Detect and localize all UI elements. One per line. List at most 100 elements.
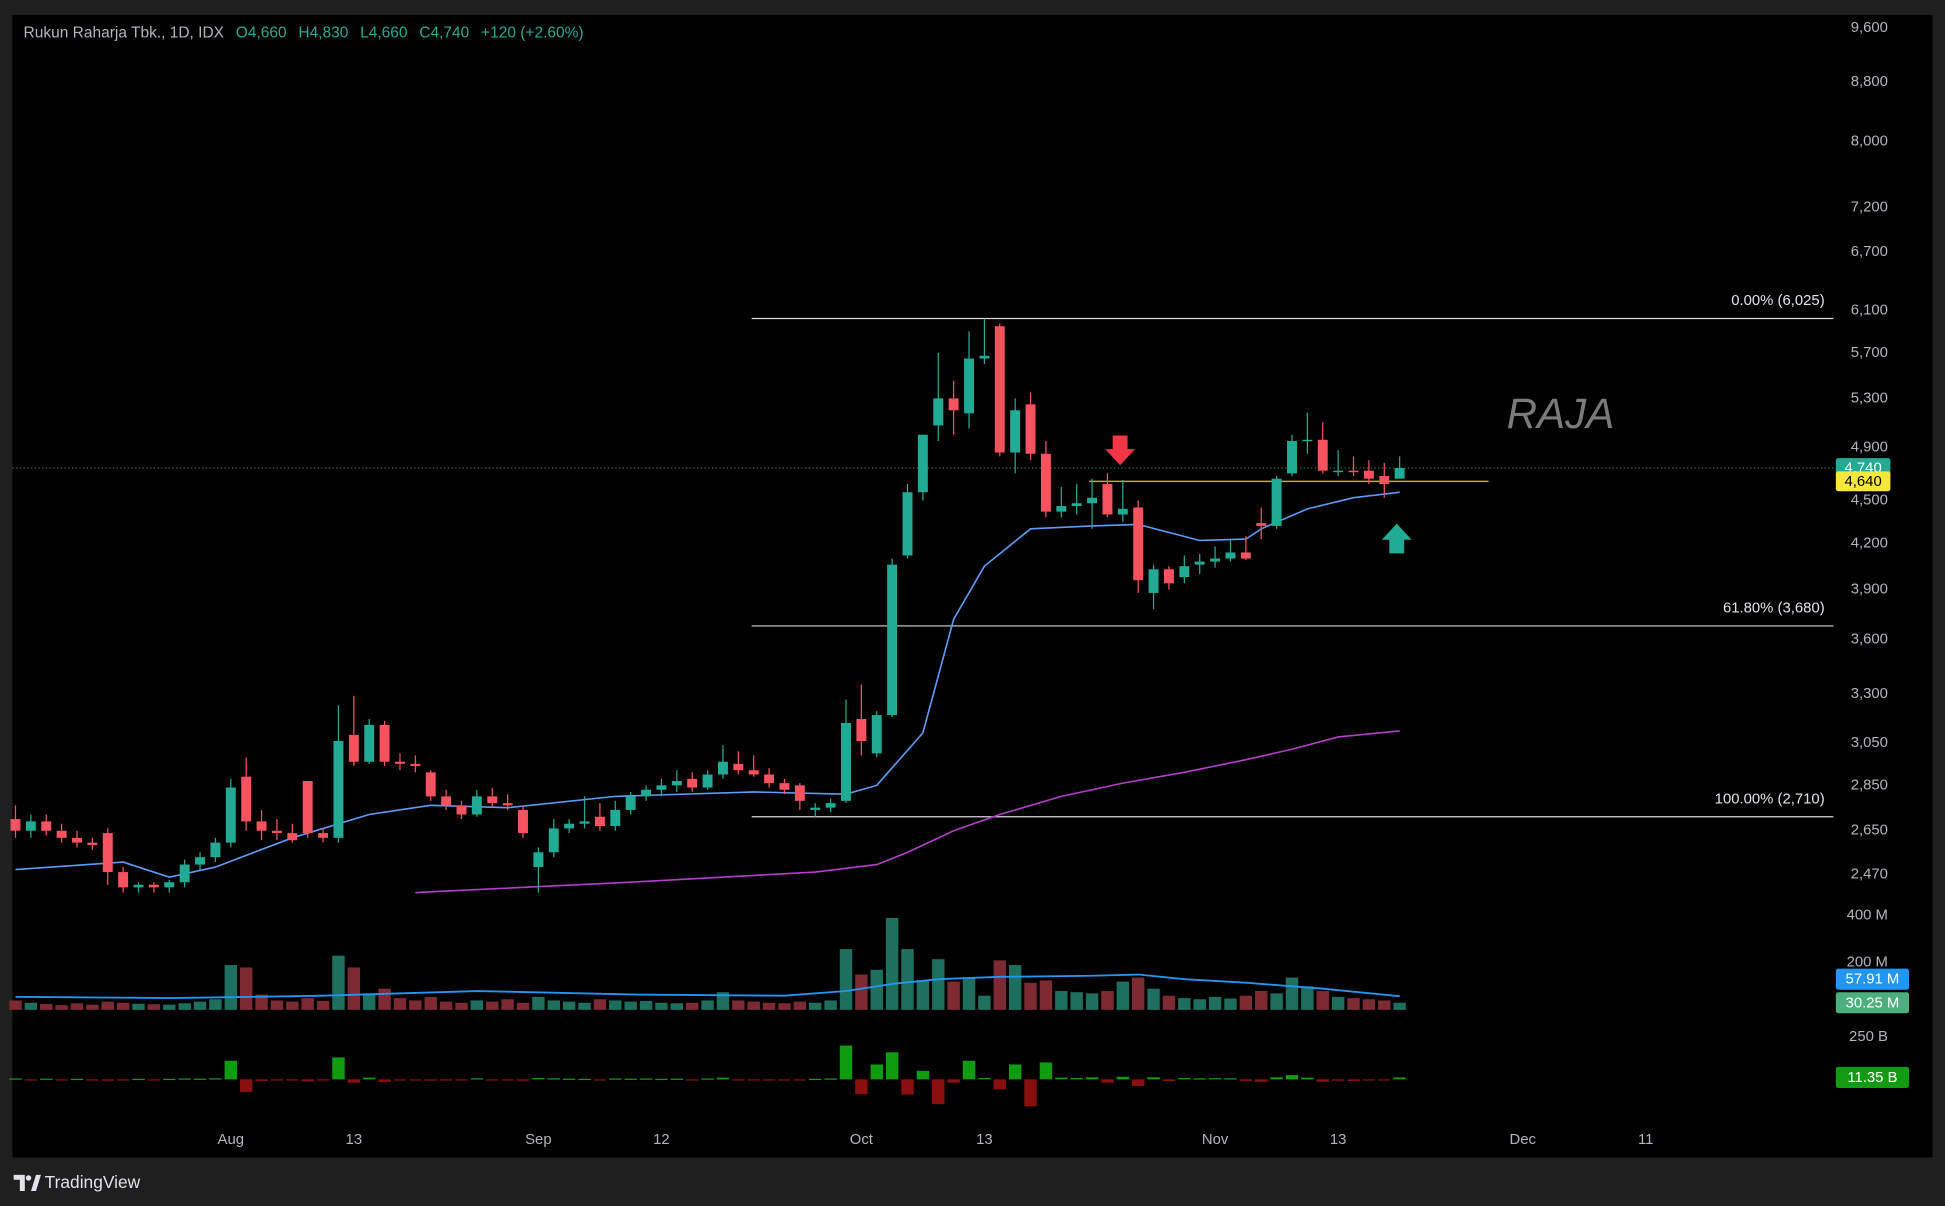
volume-bar [1224, 998, 1237, 1010]
indicator-bar [624, 1078, 637, 1080]
indicator-bar [532, 1077, 545, 1080]
indicator-bar [301, 1079, 314, 1082]
indicator-bar [1347, 1079, 1360, 1082]
candle-body [1040, 453, 1051, 512]
indicator-bar [839, 1045, 853, 1080]
volume-bar [685, 1002, 699, 1010]
indicator-bar [1362, 1079, 1376, 1081]
candle-body [733, 763, 744, 771]
indicator-bar [932, 1079, 945, 1105]
candle-body [195, 857, 205, 865]
volume-bar [1193, 999, 1206, 1010]
volume-tag: 57.91 M [1846, 972, 1900, 988]
volume-bar [116, 1002, 130, 1010]
volume-bar [9, 1000, 22, 1010]
y-tick-label: 8,800 [1851, 74, 1888, 90]
indicator-bar [685, 1079, 699, 1081]
indicator-bar [639, 1078, 653, 1080]
candle-body [225, 787, 236, 843]
volume-bar [1255, 991, 1268, 1010]
volume-bar [932, 959, 945, 1010]
x-tick-label: Sep [525, 1132, 551, 1148]
candle-body [118, 872, 129, 888]
candle-body [1163, 569, 1174, 584]
volume-bar [439, 1001, 453, 1010]
volume-bar [1055, 991, 1068, 1010]
indicator-bar [1008, 1064, 1022, 1080]
indicator-tick-label: 250 B [1849, 1029, 1888, 1045]
candle-body [487, 796, 498, 804]
indicator-bar [885, 1052, 899, 1080]
indicator-bar [393, 1079, 407, 1081]
volume-tag-bg [1835, 968, 1910, 990]
volume-bar [224, 965, 237, 1010]
candle-body [348, 734, 359, 762]
candle-body [948, 398, 959, 411]
indicator-bar [9, 1078, 22, 1080]
indicator-bar [1039, 1062, 1053, 1080]
volume-bar [609, 1000, 622, 1010]
volume-bar [1301, 986, 1314, 1010]
volume-bar [393, 998, 407, 1010]
volume-bar [209, 999, 222, 1010]
y-tick-label: 2,850 [1851, 777, 1888, 793]
candle-body [102, 833, 113, 873]
candle-body [287, 833, 298, 841]
indicator-bar [193, 1078, 207, 1080]
candle-body [395, 761, 405, 764]
candle-body [179, 864, 190, 883]
x-tick-label: 13 [346, 1132, 363, 1148]
volume-bar [793, 1001, 807, 1010]
candle-body [825, 803, 836, 808]
indicator-bar [578, 1078, 591, 1081]
y-tick-label: 9,600 [1851, 20, 1888, 36]
candle-body [518, 809, 528, 834]
candle-body [1117, 508, 1128, 515]
indicator-bar [101, 1079, 114, 1081]
volume-bar [193, 1001, 207, 1010]
indicator-bar [24, 1079, 38, 1081]
indicator-bar [1055, 1077, 1068, 1080]
indicator-bar [332, 1057, 345, 1080]
candle-body [1148, 569, 1159, 593]
indicator-bar [732, 1079, 745, 1081]
volume-tick-label: 200 M [1847, 955, 1888, 971]
indicator-bar [978, 1077, 991, 1080]
symbol: Rukun Raharja Tbk., 1D, IDX [24, 25, 225, 42]
moving-average [15, 491, 1400, 878]
volume-tick-label: 400 M [1847, 908, 1888, 924]
candle-body [548, 828, 559, 853]
candle-body [333, 741, 344, 838]
volume-bar [1285, 977, 1299, 1010]
moving-average [415, 730, 1400, 894]
x-tick-label: Nov [1202, 1132, 1229, 1148]
candle-body [410, 763, 421, 766]
indicator-bar [501, 1079, 514, 1081]
indicator-bar [1085, 1077, 1099, 1080]
volume-bar [1362, 999, 1376, 1010]
indicator-bar [163, 1078, 176, 1081]
level-tag: 4,640 [1845, 474, 1882, 490]
volume-bar [655, 1002, 668, 1010]
volume-bar [378, 988, 391, 1010]
candle-body [425, 772, 436, 797]
indicator-bar [255, 1079, 268, 1082]
indicator-tag: 11.35 B [1847, 1070, 1897, 1086]
volume-bar [132, 1003, 145, 1010]
volume-bar [1239, 995, 1253, 1010]
volume-bar [409, 1000, 422, 1010]
candle-body [994, 326, 1005, 453]
indicator-bar [1393, 1077, 1406, 1080]
candle-body [933, 398, 944, 426]
candle-body [917, 434, 928, 493]
volume-bar [1316, 991, 1329, 1010]
volume-bar [701, 1000, 714, 1010]
candle-body [1287, 441, 1297, 474]
volume-bar [55, 1005, 68, 1010]
volume-bar [40, 1003, 53, 1010]
indicator-bar [1131, 1079, 1145, 1087]
indicator-bar [424, 1079, 437, 1081]
footer-logo [13, 1174, 41, 1191]
indicator-bar [609, 1078, 622, 1080]
